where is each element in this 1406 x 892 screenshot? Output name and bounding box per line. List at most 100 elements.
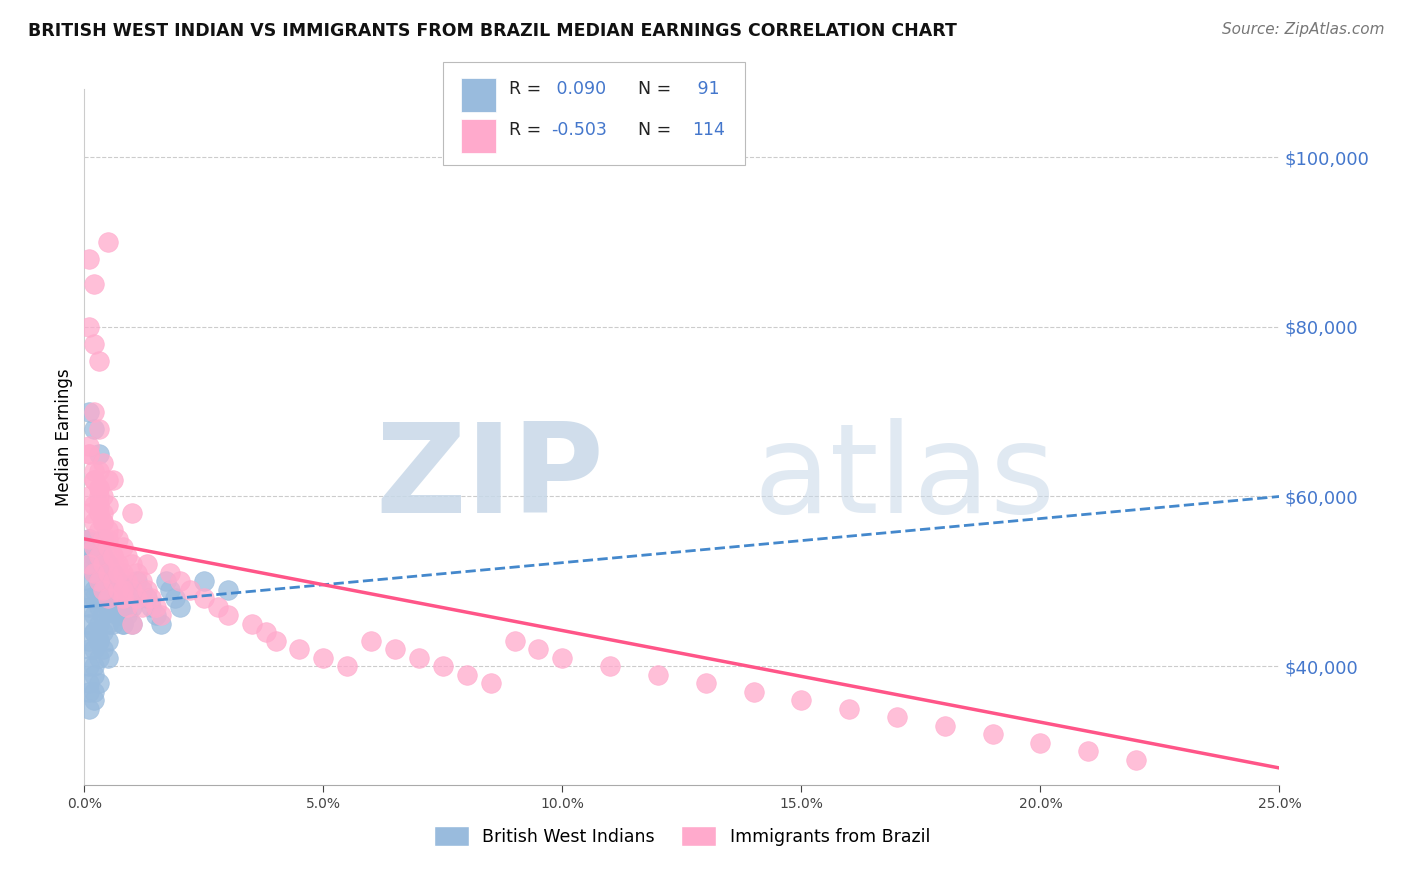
Point: [83, 498, 105, 512]
Point: [97, 524, 120, 538]
Y-axis label: Median Earnings: Median Earnings: [55, 368, 73, 506]
Point: [83, 566, 105, 580]
Point: [107, 582, 129, 597]
Point: [93, 515, 115, 529]
Point: [141, 591, 163, 606]
Point: [93, 642, 115, 657]
Point: [77, 574, 100, 589]
Point: [83, 473, 105, 487]
Point: [77, 532, 100, 546]
Point: [97, 616, 120, 631]
Point: [87, 507, 110, 521]
Point: [93, 507, 115, 521]
Text: 91: 91: [692, 80, 720, 98]
Text: atlas: atlas: [754, 418, 1056, 540]
Point: [77, 404, 100, 418]
Point: [121, 616, 143, 631]
Point: [121, 507, 143, 521]
Point: [87, 481, 110, 495]
Point: [101, 524, 124, 538]
Point: [121, 616, 143, 631]
Point: [141, 599, 163, 614]
Text: -0.503: -0.503: [551, 121, 607, 139]
Point: [77, 616, 100, 631]
Point: [83, 608, 105, 623]
Point: [77, 541, 100, 555]
Point: [742, 684, 765, 698]
Point: [135, 582, 157, 597]
Point: [87, 447, 110, 461]
Text: R =: R =: [509, 80, 547, 98]
Point: [83, 541, 105, 555]
Point: [101, 582, 124, 597]
Point: [240, 616, 263, 631]
Point: [87, 676, 110, 690]
Point: [77, 591, 100, 606]
Point: [111, 616, 134, 631]
Point: [83, 684, 105, 698]
Point: [83, 549, 105, 563]
Point: [87, 421, 110, 435]
Point: [107, 558, 129, 572]
Point: [83, 277, 105, 292]
Point: [145, 608, 167, 623]
Point: [432, 659, 454, 673]
Point: [135, 591, 157, 606]
Point: [93, 582, 115, 597]
Text: N =: N =: [627, 121, 676, 139]
Point: [77, 599, 100, 614]
Text: R =: R =: [509, 121, 547, 139]
Point: [101, 566, 124, 580]
Point: [93, 515, 115, 529]
Point: [77, 447, 100, 461]
Point: [149, 616, 172, 631]
Point: [77, 659, 100, 673]
Point: [97, 650, 120, 665]
Point: [83, 404, 105, 418]
Point: [149, 608, 172, 623]
Point: [125, 566, 148, 580]
Point: [135, 558, 157, 572]
Point: [77, 558, 100, 572]
Point: [838, 701, 860, 715]
Point: [77, 684, 100, 698]
Point: [647, 667, 669, 681]
Text: 0.090: 0.090: [551, 80, 606, 98]
Point: [93, 608, 115, 623]
Point: [87, 498, 110, 512]
Point: [165, 591, 187, 606]
Point: [83, 642, 105, 657]
Point: [254, 625, 277, 640]
Point: [117, 549, 139, 563]
Point: [111, 591, 134, 606]
Point: [87, 574, 110, 589]
Point: [121, 582, 143, 597]
Point: [111, 599, 134, 614]
Point: [87, 481, 110, 495]
Point: [111, 541, 134, 555]
Point: [101, 549, 124, 563]
Point: [93, 549, 115, 563]
Point: [83, 566, 105, 580]
Point: [87, 599, 110, 614]
Point: [121, 558, 143, 572]
Point: [83, 625, 105, 640]
Point: [217, 608, 239, 623]
Point: [551, 650, 574, 665]
Point: [131, 574, 153, 589]
Point: [83, 558, 105, 572]
Point: [77, 532, 100, 546]
Point: [111, 616, 134, 631]
Point: [97, 591, 120, 606]
Point: [101, 473, 124, 487]
Point: [83, 549, 105, 563]
Point: [77, 676, 100, 690]
Point: [336, 659, 359, 673]
Point: [111, 566, 134, 580]
Point: [87, 558, 110, 572]
Point: [101, 599, 124, 614]
Text: BRITISH WEST INDIAN VS IMMIGRANTS FROM BRAZIL MEDIAN EARNINGS CORRELATION CHART: BRITISH WEST INDIAN VS IMMIGRANTS FROM B…: [28, 22, 957, 40]
Point: [159, 582, 181, 597]
Point: [107, 574, 129, 589]
Point: [97, 558, 120, 572]
